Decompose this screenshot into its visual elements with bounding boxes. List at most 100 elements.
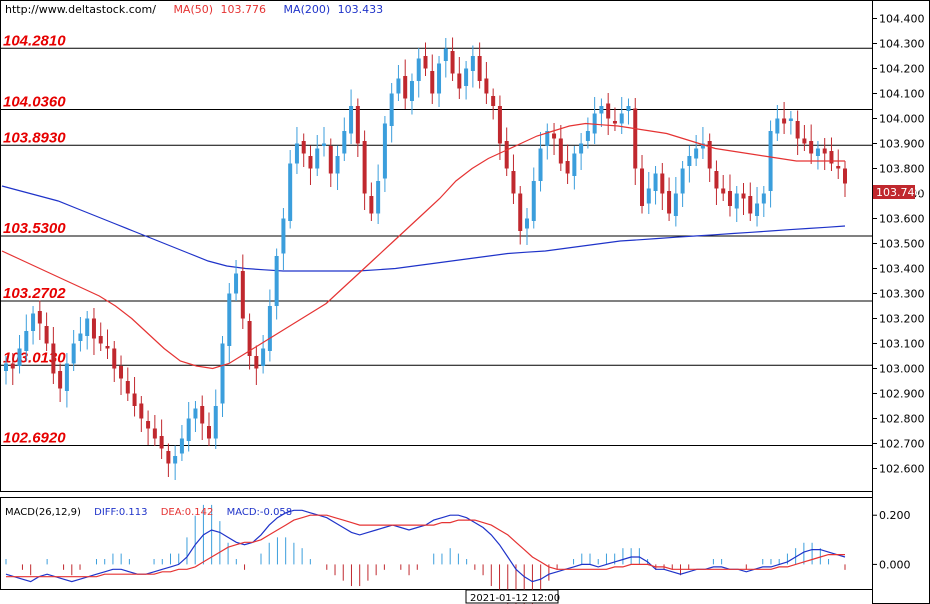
level-label: 104.2810 [3,32,66,49]
candle-body [105,346,110,349]
candle-body [829,151,834,164]
candle-body [409,81,414,101]
candle-body [687,156,692,166]
candle-body [788,118,793,121]
y-tick-label: 104.100 [879,88,925,101]
candle-body [552,133,557,139]
candle-body [240,271,245,319]
svg-text:http://www.deltastock.com/: http://www.deltastock.com/ MA(50) 103.77… [5,3,383,16]
candle-body [484,78,489,94]
macd-diff-label: DIFF:0.113 [94,507,147,518]
site-url: http://www.deltastock.com/ [5,3,156,16]
candle-body [24,331,29,351]
candle-body [836,166,841,169]
candle-body [281,218,286,254]
candle-body [721,188,726,194]
candle-body [518,193,523,231]
candle-body [193,408,198,419]
candle-body [524,218,529,229]
candle-body [612,121,617,124]
candle-body [795,121,800,139]
candle-body [369,196,374,214]
candle-body [51,343,56,374]
candle-body [443,48,448,61]
candle-body [31,313,36,331]
candle-body [227,293,232,346]
candle-body [430,71,435,94]
y-tick-label: 102.800 [879,413,925,426]
ma50-label: MA(50) [173,3,213,16]
candle-body [322,143,327,146]
candle-body [477,56,482,81]
y-tick-label: 102.700 [879,438,925,451]
candle-body [423,56,428,69]
candle-body [267,306,272,351]
candle-body [98,336,103,344]
y-tick-label: 103.900 [879,138,925,151]
candle-body [91,318,96,339]
candle-body [822,148,827,154]
candle-body [186,418,191,441]
candle-body [565,161,570,174]
candle-body [680,168,685,194]
candle-body [58,371,63,389]
candle-body [247,321,252,356]
candle-body [64,363,69,391]
candle-body [815,148,820,156]
candle-body [707,141,712,169]
candle-body [139,403,144,419]
candle-body [558,138,563,164]
last-price-tag [873,185,915,199]
candle-body [809,141,814,154]
svg-text:MACD(26,12,9) DIFF:0.113: MACD(26,12,9) DIFF:0.113 DEA:0.142 MACD:… [5,507,292,518]
y-tick-label: 103.400 [879,263,925,276]
candle-body [254,356,259,369]
y-tick-label: 103.200 [879,313,925,326]
price-axis-frame [872,0,930,604]
candle-body [335,156,340,174]
candle-body [132,393,137,406]
candle-body [626,106,631,111]
ma200-line [1,185,846,272]
candle-body [748,196,753,214]
y-tick-label: 103.100 [879,338,925,351]
candle-body [457,73,462,89]
candle-body [572,153,577,176]
candle-body [376,181,381,214]
candle-body [166,451,171,464]
level-label: 104.0360 [3,94,66,111]
candle-body [761,193,766,204]
candle-body [308,156,313,169]
candle-body [579,143,584,154]
candle-body [450,51,455,74]
candle-body [491,96,496,106]
candle-body [592,113,597,134]
candle-body [755,203,760,216]
macd-tick-label: 0.200 [879,509,911,522]
candle-body [619,113,624,124]
ma200-value: 103.433 [338,3,384,16]
candle-body [775,118,780,134]
candle-body [640,168,645,206]
candle-body [17,348,22,366]
macd-label: MACD(26,12,9) [5,507,81,518]
candle-body [646,188,651,204]
candle-body [146,421,151,429]
candle-body [152,428,157,439]
candle-body [741,193,746,199]
candle-body [200,406,205,424]
candle-body [843,168,847,184]
y-tick-label: 103.600 [879,213,925,226]
ma200-label: MA(200) [284,3,331,16]
level-label: 103.8930 [3,129,66,146]
candle-body [497,106,502,144]
candle-body [71,343,76,364]
y-tick-label: 104.200 [879,63,925,76]
candle-body [470,56,475,71]
ma50-line [1,122,845,370]
candle-body [119,366,124,379]
candle-body [504,141,509,169]
candle-body [179,438,184,454]
level-label: 103.5300 [3,220,66,237]
